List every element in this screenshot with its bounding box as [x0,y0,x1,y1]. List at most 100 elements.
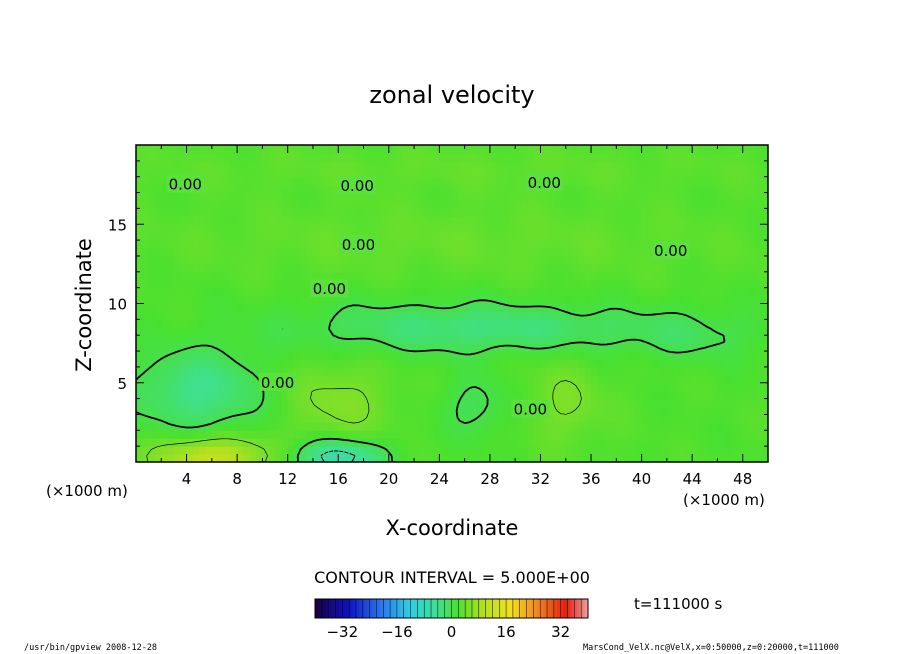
field-cell [331,295,339,305]
field-cell [325,295,333,305]
field-cell [546,327,554,336]
field-cell [136,351,143,360]
field-cell [319,303,327,313]
field-cell [502,319,510,328]
field-cell [363,168,371,178]
field-cell [426,382,434,392]
field-cell [401,224,409,233]
field-cell [565,224,573,233]
field-cell [641,200,649,209]
field-cell [723,160,731,170]
field-cell [420,335,428,344]
field-cell [154,430,162,439]
field-cell [167,438,175,447]
field-cell [470,232,478,241]
field-cell [654,319,662,328]
field-cell [553,208,561,217]
field-cell [218,271,226,281]
field-cell [540,335,548,344]
field-cell [363,255,371,265]
field-cell [761,303,768,313]
field-cell [553,279,561,289]
field-cell [540,152,548,162]
field-cell [382,271,390,281]
field-cell [350,303,358,313]
field-cell [483,303,491,313]
field-cell [249,255,257,265]
field-cell [281,303,289,313]
field-cell [230,145,238,154]
field-cell [610,240,617,249]
field-cell [711,358,719,368]
field-cell [628,216,636,225]
field-cell [136,255,143,265]
field-cell [420,200,428,209]
field-cell [357,398,365,408]
field-cell [249,327,257,336]
field-cell [401,208,409,217]
field-cell [350,446,358,455]
field-cell [325,311,333,320]
field-cell [521,208,529,217]
field-cell [628,184,636,194]
field-cell [483,406,491,416]
field-cell [749,160,756,170]
field-cell [205,430,213,439]
field-cell [211,446,219,455]
field-cell [635,454,643,462]
field-cell [426,216,434,225]
field-cell [755,358,763,368]
field-cell [148,176,156,186]
field-cell [161,145,169,154]
field-cell [559,406,567,416]
field-cell [148,232,156,241]
field-cell [647,446,655,455]
field-cell [647,295,655,305]
field-cell [458,438,466,447]
field-cell [287,430,295,439]
field-cell [749,248,756,257]
field-cell [464,145,472,154]
field-cell [376,232,384,241]
field-cell [527,366,535,376]
field-cell [186,152,194,162]
field-cell [180,216,188,225]
field-cell [256,446,263,455]
field-cell [508,208,516,217]
field-cell [515,168,523,178]
field-cell [338,145,346,154]
field-cell [230,358,238,368]
field-cell [306,358,314,368]
field-cell [243,287,251,297]
field-cell [755,438,763,447]
field-cell [502,295,510,305]
field-cell [591,176,598,186]
field-cell [578,263,586,273]
field-cell [711,406,719,416]
field-cell [496,240,504,249]
field-cell [395,248,403,257]
field-cell [527,454,535,462]
field-cell [401,406,409,416]
x-axis-ticks: 4 8 12 16 20 24 28 32 36 40 44 48 [160,145,752,488]
field-cell [452,184,459,194]
field-cell [173,335,181,344]
field-cell [439,279,447,289]
field-cell [300,382,308,392]
field-cell [704,351,712,360]
field-cell [685,366,693,376]
field-cell [357,343,365,352]
field-cell [357,454,365,462]
field-cell [350,224,358,233]
field-cell [692,208,700,217]
field-cell [357,366,365,376]
field-cell [616,152,624,162]
field-cell [622,240,630,249]
field-cell [483,366,491,376]
field-cell [173,374,181,384]
field-cell [262,454,270,462]
field-cell [515,303,523,313]
field-cell [148,398,156,408]
field-cell [584,279,592,289]
field-cell [319,319,327,328]
